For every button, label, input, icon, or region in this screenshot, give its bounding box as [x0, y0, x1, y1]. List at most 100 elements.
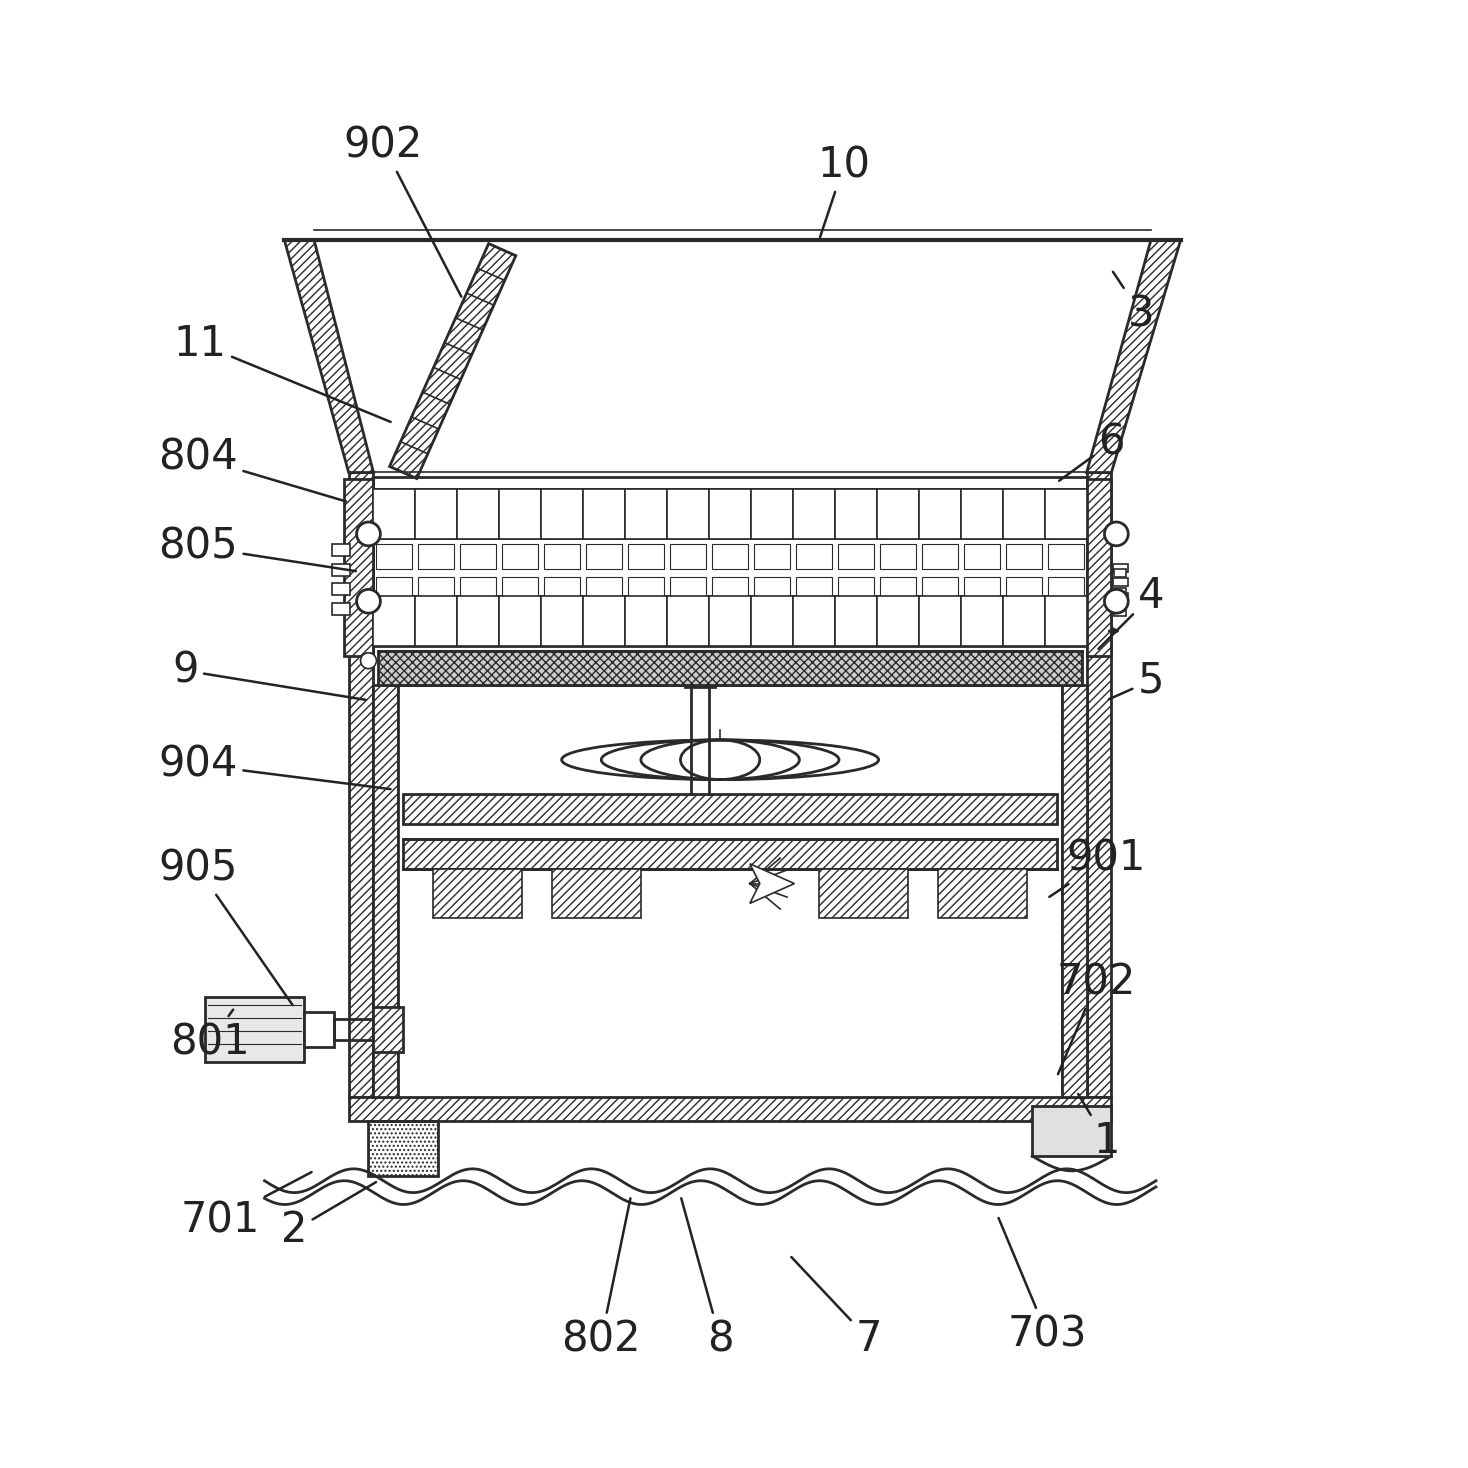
- Bar: [373, 686, 398, 1097]
- Text: 905: 905: [159, 847, 292, 1006]
- Text: 3: 3: [1113, 272, 1154, 335]
- Polygon shape: [1086, 239, 1180, 473]
- Bar: [499, 596, 542, 646]
- Bar: [1032, 1107, 1111, 1155]
- Bar: [712, 543, 749, 568]
- Bar: [1006, 577, 1042, 602]
- Bar: [712, 577, 749, 602]
- Bar: [583, 489, 625, 539]
- Bar: [879, 543, 916, 568]
- Bar: [586, 577, 622, 602]
- Bar: [1048, 609, 1083, 634]
- Bar: [1113, 578, 1129, 586]
- Bar: [206, 997, 304, 1061]
- Bar: [368, 1122, 437, 1176]
- Bar: [1006, 543, 1042, 568]
- Bar: [1113, 564, 1129, 571]
- Text: 6: 6: [1060, 421, 1124, 480]
- Bar: [458, 489, 499, 539]
- Bar: [666, 489, 709, 539]
- Bar: [1003, 489, 1045, 539]
- Bar: [838, 543, 873, 568]
- Bar: [628, 543, 664, 568]
- Bar: [344, 480, 373, 656]
- Text: 4: 4: [1098, 575, 1164, 649]
- Bar: [796, 609, 832, 634]
- Bar: [418, 543, 455, 568]
- Bar: [332, 543, 349, 556]
- Bar: [1114, 608, 1126, 617]
- Bar: [712, 609, 749, 634]
- Text: 802: 802: [562, 1198, 642, 1361]
- Bar: [583, 596, 625, 646]
- Bar: [542, 596, 583, 646]
- Bar: [373, 489, 415, 539]
- Bar: [796, 577, 832, 602]
- Bar: [835, 596, 876, 646]
- Bar: [919, 596, 960, 646]
- Bar: [332, 603, 349, 615]
- Bar: [332, 564, 349, 575]
- Bar: [404, 840, 1057, 869]
- Bar: [1003, 596, 1045, 646]
- Bar: [545, 609, 580, 634]
- Text: 701: 701: [181, 1171, 311, 1242]
- Bar: [545, 543, 580, 568]
- Text: 702: 702: [1057, 962, 1136, 1075]
- Bar: [628, 609, 664, 634]
- Bar: [628, 577, 664, 602]
- Text: 9: 9: [172, 650, 366, 700]
- Bar: [796, 543, 832, 568]
- Bar: [964, 543, 1000, 568]
- Bar: [458, 596, 499, 646]
- Circle shape: [357, 589, 380, 614]
- Bar: [332, 583, 349, 596]
- Bar: [1061, 686, 1086, 1097]
- Bar: [919, 489, 960, 539]
- Bar: [376, 577, 413, 602]
- Bar: [1048, 543, 1083, 568]
- Bar: [461, 609, 496, 634]
- Text: 703: 703: [998, 1218, 1086, 1355]
- Circle shape: [361, 653, 376, 668]
- Bar: [461, 577, 496, 602]
- Bar: [1045, 489, 1086, 539]
- Circle shape: [1104, 589, 1129, 614]
- Bar: [666, 596, 709, 646]
- Bar: [879, 609, 916, 634]
- Bar: [669, 577, 706, 602]
- Bar: [433, 869, 523, 919]
- Bar: [709, 489, 752, 539]
- Bar: [418, 577, 455, 602]
- Text: 5: 5: [1108, 659, 1164, 702]
- Text: 10: 10: [818, 144, 871, 238]
- Bar: [686, 675, 715, 687]
- Bar: [922, 577, 957, 602]
- Bar: [669, 543, 706, 568]
- Bar: [819, 869, 909, 919]
- Bar: [586, 609, 622, 634]
- Bar: [373, 596, 415, 646]
- Bar: [552, 869, 642, 919]
- Bar: [415, 596, 458, 646]
- Bar: [793, 596, 835, 646]
- Bar: [1048, 577, 1083, 602]
- Bar: [1114, 589, 1126, 596]
- Bar: [373, 1007, 404, 1053]
- Bar: [625, 489, 666, 539]
- Text: 804: 804: [159, 436, 346, 502]
- Polygon shape: [389, 244, 515, 479]
- Bar: [376, 609, 413, 634]
- Bar: [418, 609, 455, 634]
- Bar: [415, 489, 458, 539]
- Text: 8: 8: [681, 1198, 734, 1361]
- Bar: [960, 596, 1003, 646]
- Bar: [1114, 568, 1126, 577]
- Bar: [755, 577, 790, 602]
- Bar: [879, 577, 916, 602]
- Bar: [1086, 480, 1111, 656]
- Bar: [922, 543, 957, 568]
- Text: 1: 1: [1078, 1094, 1120, 1163]
- Bar: [586, 543, 622, 568]
- Text: 805: 805: [159, 526, 355, 571]
